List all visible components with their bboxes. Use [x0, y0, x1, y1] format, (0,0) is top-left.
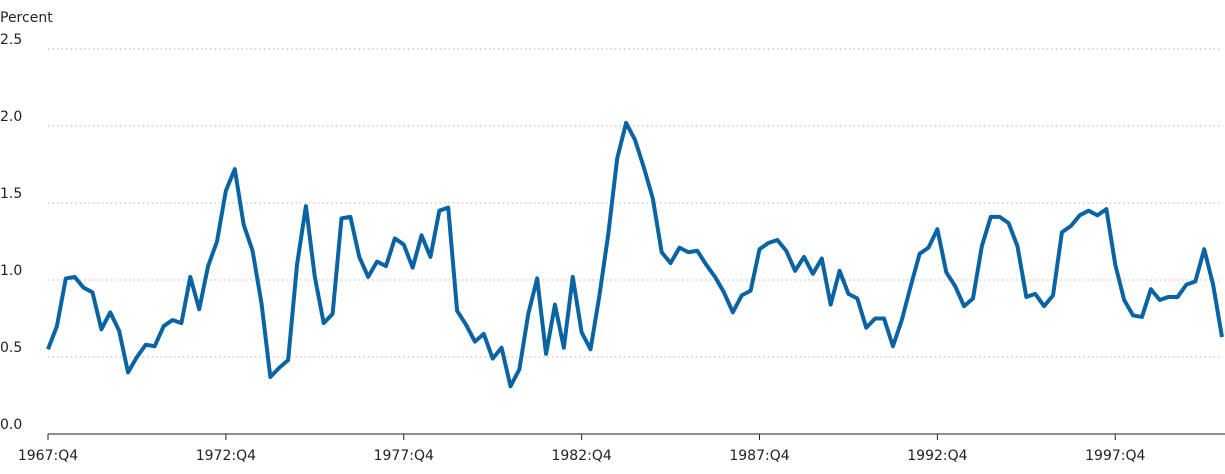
data-line [46, 120, 1224, 389]
x-tick-label: 1977:Q4 [374, 448, 434, 464]
y-tick-label: 2.5 [0, 32, 22, 48]
x-tick-label: 1992:Q4 [907, 448, 967, 464]
y-tick-label: 0.5 [0, 340, 22, 356]
x-tick-label: 1967:Q4 [18, 448, 78, 464]
x-tick-label: 1987:Q4 [729, 448, 789, 464]
x-tick-label: 1997:Q4 [1085, 448, 1145, 464]
y-axis-label: Percent [0, 10, 53, 26]
x-tick-label: 1972:Q4 [196, 448, 256, 464]
x-tick-label: 1982:Q4 [551, 448, 611, 464]
y-tick-label: 1.5 [0, 186, 22, 202]
y-tick-label: 1.0 [0, 263, 22, 279]
y-tick-label: 2.0 [0, 109, 22, 125]
y-tick-label: 0.0 [0, 417, 22, 433]
